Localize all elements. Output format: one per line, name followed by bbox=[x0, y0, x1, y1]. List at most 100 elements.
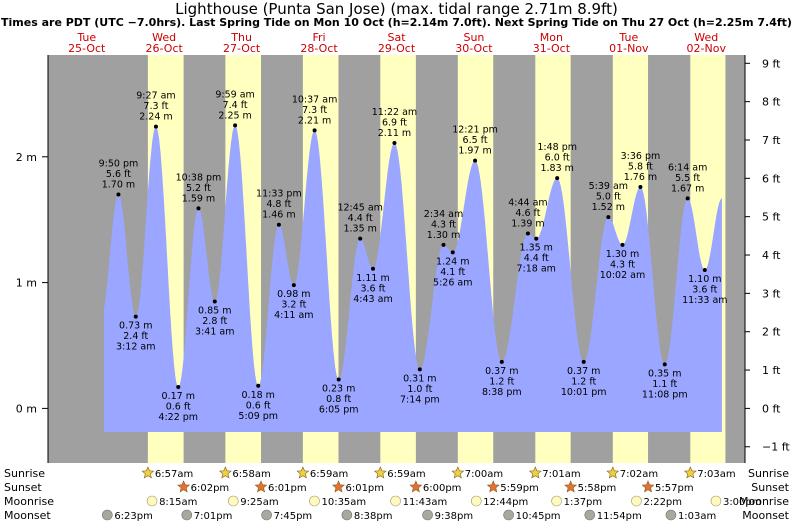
tide-point bbox=[256, 383, 261, 388]
moonset-time: 7:01pm bbox=[194, 511, 233, 522]
tide-label: 1.2 ft bbox=[571, 376, 596, 387]
tide-label: 2:34 am bbox=[424, 209, 463, 220]
moonrise-row-label-right: Moonrise bbox=[739, 495, 789, 508]
moonset-icon bbox=[181, 509, 193, 521]
tide-label: 7:18 am bbox=[517, 264, 556, 275]
tide-point bbox=[450, 250, 455, 255]
day-name: Mon bbox=[540, 31, 563, 44]
moonset-time: 9:38pm bbox=[435, 511, 474, 522]
tide-label: 9:50 pm bbox=[99, 159, 139, 170]
moonset-time: 8:38pm bbox=[354, 511, 393, 522]
moonset-time: 10:45pm bbox=[516, 511, 561, 522]
tide-point bbox=[358, 236, 363, 241]
sunset-icon bbox=[486, 480, 500, 493]
tide-label: 1.24 m bbox=[436, 256, 469, 267]
sunrise-icon bbox=[296, 466, 310, 479]
sunrise-icon bbox=[683, 466, 697, 479]
tide-label: 7.3 ft bbox=[143, 101, 168, 112]
tide-point bbox=[392, 140, 397, 145]
tide-label: 5.2 ft bbox=[186, 183, 211, 194]
sunset-time: 6:00pm bbox=[423, 483, 462, 494]
sunrise-icon bbox=[451, 466, 465, 479]
tide-area bbox=[103, 125, 722, 433]
right-axis-label: −1 ft bbox=[762, 441, 790, 454]
day-name: Wed bbox=[694, 31, 718, 44]
sunrise-time: 6:58am bbox=[232, 469, 270, 480]
day-date: 30-Oct bbox=[455, 42, 493, 55]
tide-point bbox=[473, 158, 478, 163]
moonrise-icon bbox=[309, 495, 320, 507]
tide-label: 6.0 ft bbox=[545, 153, 570, 164]
day-name: Thu bbox=[230, 31, 252, 44]
tide-point bbox=[233, 123, 238, 128]
tide-point bbox=[153, 124, 158, 129]
tide-label: 9:27 am bbox=[136, 91, 175, 102]
tide-point bbox=[133, 314, 138, 319]
right-axis-label: 4 ft bbox=[762, 249, 781, 262]
moonrise-icon bbox=[710, 495, 722, 507]
tide-label: 0.37 m bbox=[485, 366, 518, 377]
tide-label: 1.52 m bbox=[592, 202, 625, 213]
left-axis-label: 2 m bbox=[16, 151, 37, 164]
moonrise-time: 3:00pm bbox=[723, 497, 762, 508]
tide-point bbox=[499, 359, 504, 364]
tide-label: 11:08 pm bbox=[642, 389, 688, 400]
tide-point bbox=[620, 242, 625, 247]
tide-label: 7.3 ft bbox=[302, 105, 327, 116]
tide-label: 4.3 ft bbox=[431, 219, 456, 230]
moonset-icon bbox=[102, 509, 113, 521]
sunset-icon bbox=[254, 480, 268, 493]
tide-label: 0.98 m bbox=[277, 289, 310, 300]
sunset-time: 6:01pm bbox=[268, 483, 307, 494]
tide-label: 5:26 am bbox=[433, 277, 472, 288]
moonrise-time: 8:15am bbox=[159, 497, 197, 508]
day-name: Tue bbox=[76, 31, 96, 44]
sunrise-icon bbox=[218, 466, 232, 479]
day-date: 26-Oct bbox=[146, 42, 184, 55]
sunset-icon bbox=[564, 480, 578, 493]
tide-label: 1.59 m bbox=[182, 193, 215, 204]
tide-point bbox=[534, 236, 539, 241]
right-axis-label: 1 ft bbox=[762, 364, 781, 377]
tide-label: 4.8 ft bbox=[266, 199, 291, 210]
sunrise-icon bbox=[528, 466, 542, 479]
tide-point bbox=[212, 299, 217, 304]
sunrise-time: 7:01am bbox=[542, 469, 580, 480]
moonrise-icon bbox=[227, 495, 239, 507]
tide-label: 0.37 m bbox=[567, 366, 600, 377]
tide-point bbox=[555, 176, 560, 181]
tide-label: 1.70 m bbox=[102, 180, 135, 191]
tide-label: 3:12 am bbox=[116, 342, 155, 353]
moonrise-icon bbox=[146, 495, 158, 507]
day-date: 27-Oct bbox=[223, 42, 261, 55]
sunset-row-label-left: Sunset bbox=[4, 481, 42, 494]
tide-label: 8:38 pm bbox=[482, 387, 522, 398]
tide-point bbox=[606, 215, 611, 220]
tide-point bbox=[685, 196, 690, 201]
tide-point bbox=[276, 222, 281, 227]
moonset-time: 7:45pm bbox=[274, 511, 313, 522]
tide-point bbox=[417, 367, 422, 372]
sunrise-time: 7:02am bbox=[620, 469, 658, 480]
tide-label: 1.0 ft bbox=[407, 384, 432, 395]
sunrise-icon bbox=[141, 466, 155, 479]
tide-label: 12:21 pm bbox=[452, 125, 498, 136]
tide-label: 10:37 am bbox=[292, 94, 337, 105]
sunset-time: 5:58pm bbox=[578, 483, 617, 494]
tide-label: 0.73 m bbox=[119, 321, 152, 332]
tide-point bbox=[638, 184, 643, 189]
chart-subtitle: Times are PDT (UTC −7.0hrs). Last Spring… bbox=[1, 16, 792, 29]
left-axis-label: 1 m bbox=[16, 277, 37, 290]
right-axis-label: 2 ft bbox=[762, 326, 781, 339]
tide-label: 6:05 pm bbox=[319, 404, 359, 415]
tide-label: 1.39 m bbox=[511, 219, 544, 230]
tide-label: 5.8 ft bbox=[628, 161, 653, 172]
tide-label: 5:39 am bbox=[589, 181, 628, 192]
right-axis-label: 6 ft bbox=[762, 172, 781, 185]
tide-label: 1.10 m bbox=[688, 274, 721, 285]
tide-label: 1.83 m bbox=[540, 163, 573, 174]
tide-label: 3:36 pm bbox=[621, 151, 661, 162]
tide-label: 5.6 ft bbox=[106, 169, 131, 180]
tide-label: 1.1 ft bbox=[652, 379, 677, 390]
